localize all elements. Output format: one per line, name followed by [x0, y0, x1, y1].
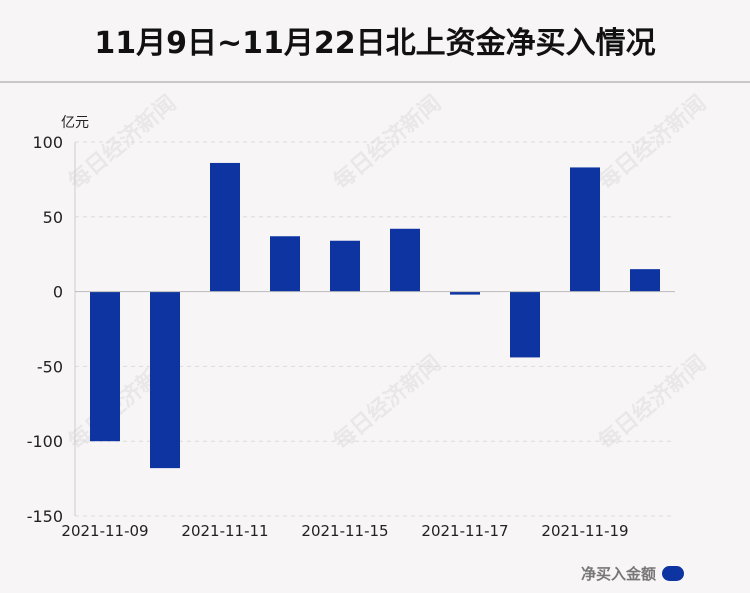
bar	[330, 240, 360, 292]
y-tick-label: 0	[53, 283, 63, 302]
legend: 净买入金额	[581, 563, 684, 584]
bar	[390, 228, 420, 292]
chart-title: 11月9日~11月22日北上资金净买入情况	[94, 26, 656, 61]
y-tick-label: -50	[37, 357, 63, 376]
bar	[450, 291, 480, 295]
legend-swatch	[662, 566, 684, 581]
bar	[150, 291, 180, 469]
y-tick-label: 50	[43, 208, 63, 227]
bar	[210, 162, 240, 292]
x-tick-label: 2021-11-09	[61, 522, 148, 540]
x-tick-label: 2021-11-19	[541, 522, 628, 540]
legend-label: 净买入金额	[580, 565, 656, 583]
bar	[630, 269, 660, 292]
y-tick-label: 100	[32, 133, 63, 152]
bar	[270, 236, 300, 292]
bar	[90, 291, 120, 442]
y-axis-unit-label: 亿元	[61, 115, 89, 131]
y-tick-label: -150	[27, 507, 63, 526]
y-tick-label: -100	[27, 432, 63, 451]
bar	[510, 291, 540, 358]
x-tick-label: 2021-11-11	[181, 522, 268, 540]
x-tick-label: 2021-11-17	[421, 522, 508, 540]
x-tick-label: 2021-11-15	[301, 522, 388, 540]
title-divider	[0, 81, 750, 83]
bar	[570, 167, 600, 292]
